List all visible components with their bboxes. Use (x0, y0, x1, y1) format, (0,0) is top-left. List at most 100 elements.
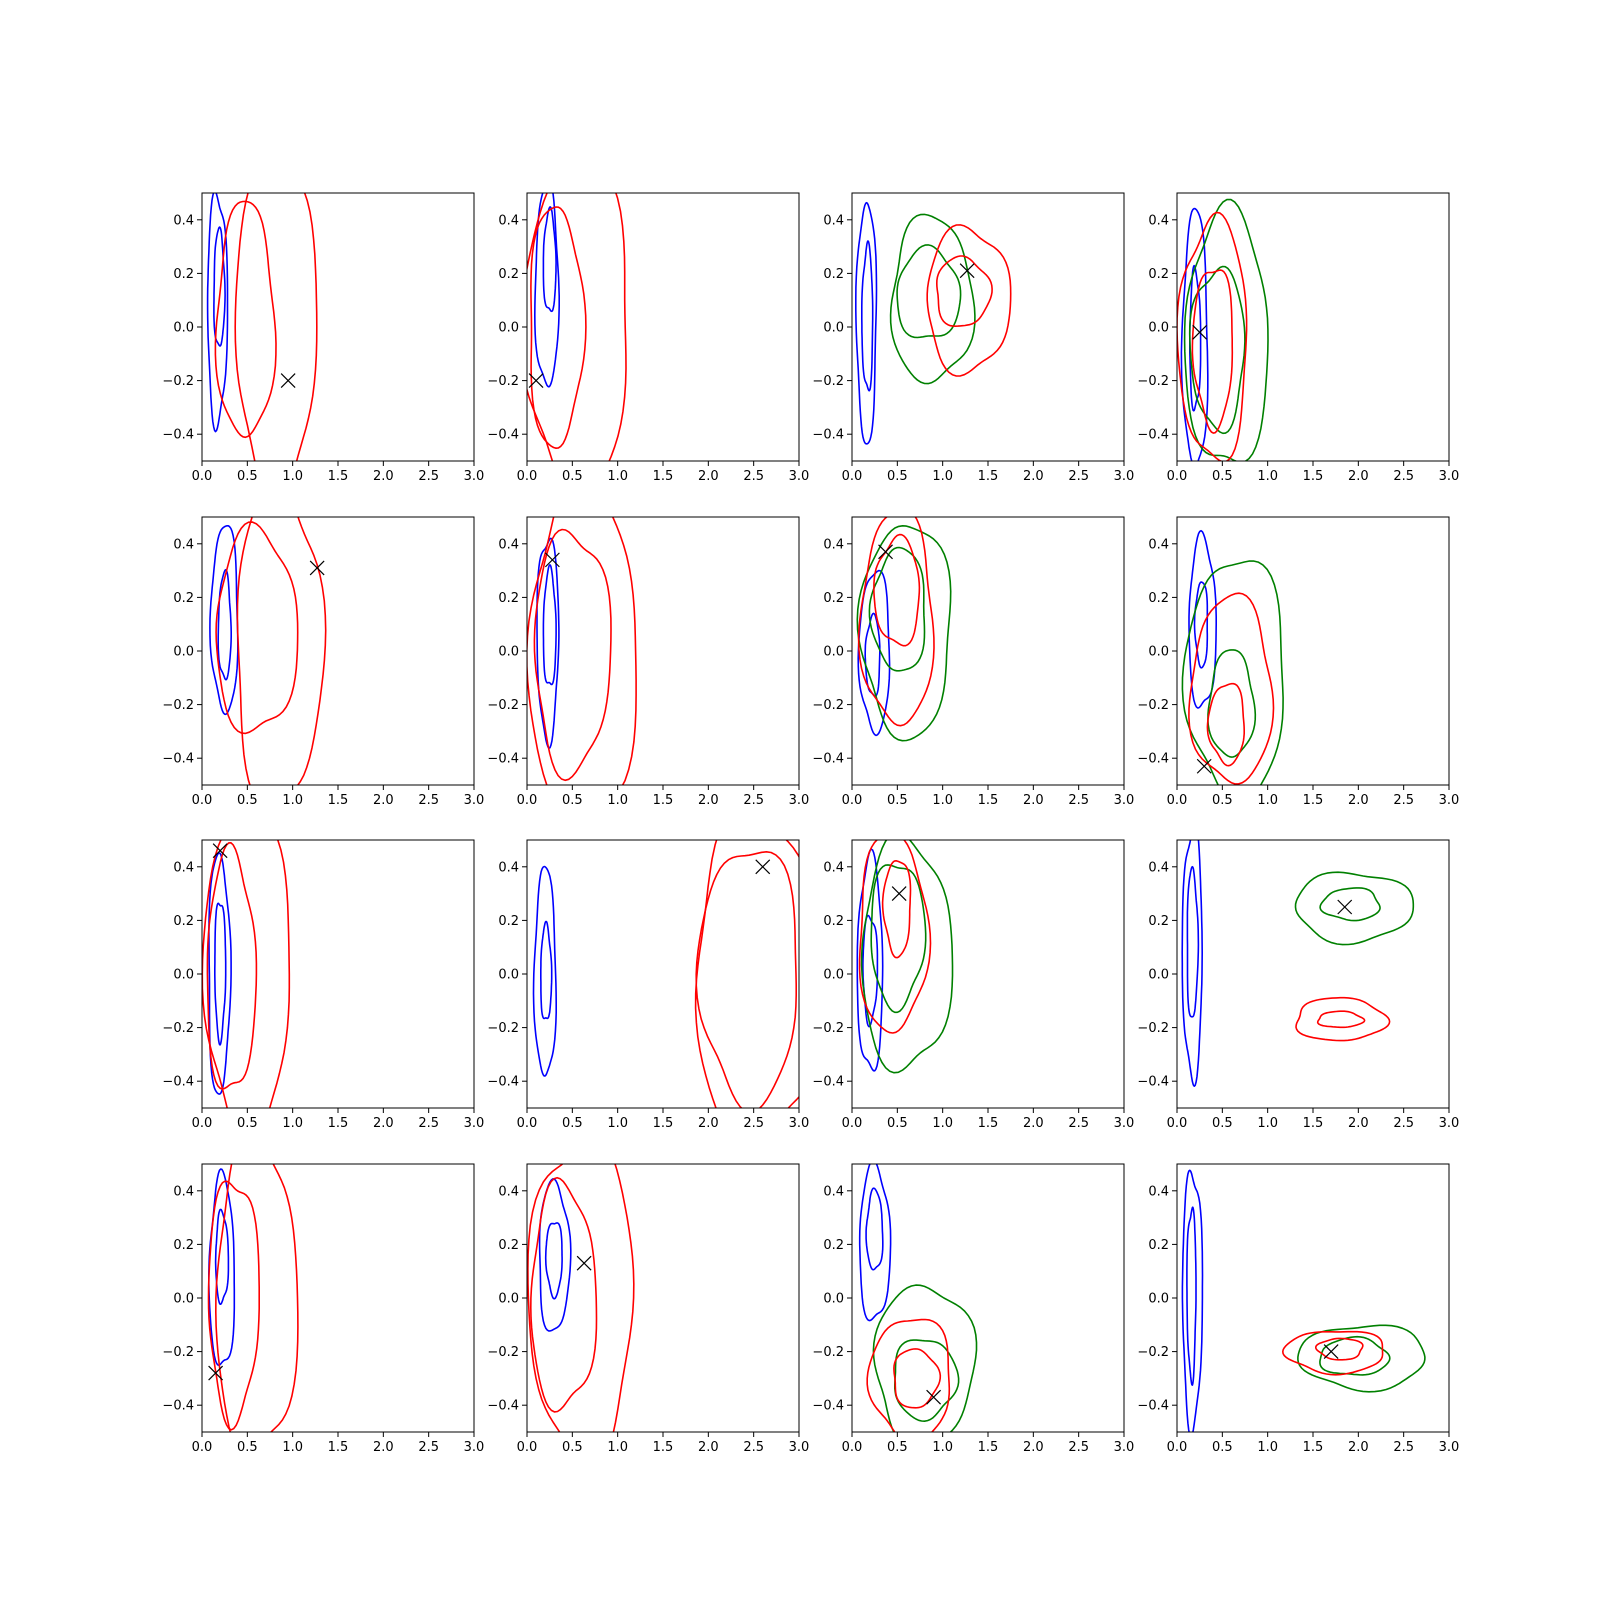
y-tick-label: −0.2 (1137, 1345, 1169, 1360)
blue-contour-level-1 (538, 1178, 572, 1332)
red-contour-level-1 (857, 517, 935, 727)
x-tick-label: 2.0 (1348, 1440, 1369, 1455)
subplot-r1-c3: 0.0 0.5 1.0 1.5 2.0 2.5 3.0 −0.4 −0.2 0.0 0.2 0.4 (812, 192, 1135, 484)
green-contour-level-1 (872, 1284, 978, 1432)
subplot-r2-c1: 0.0 0.5 1.0 1.5 2.0 2.5 3.0 −0.4 −0.2 0.0 0.2 0.4 (162, 516, 484, 808)
x-tick-label: 3.0 (1114, 1116, 1135, 1131)
x-tick-label: 1.5 (328, 469, 349, 484)
subplot-r2-c2: 0.0 0.5 1.0 1.5 2.0 2.5 3.0 −0.4 −0.2 0.0 0.2 0.4 (487, 516, 809, 808)
green-contour-level-1 (1183, 198, 1269, 461)
y-tick-label: −0.2 (487, 1345, 519, 1360)
y-tick-label: 0.0 (498, 645, 519, 660)
red-contour-level-2 (1191, 269, 1234, 434)
y-tick-label: 0.2 (1148, 591, 1169, 606)
x-tick-label: 2.0 (373, 1440, 394, 1455)
blue-contour-level-1 (1181, 1169, 1204, 1432)
red-contour-level-2 (236, 517, 327, 785)
x-tick-label: 0.5 (562, 469, 583, 484)
red-contour-level-1 (858, 840, 932, 1034)
y-tick-label: −0.4 (162, 428, 194, 443)
x-tick-label: 0.0 (1167, 793, 1188, 808)
red-contour-level-1 (215, 521, 299, 735)
red-contour-level-1 (207, 1180, 260, 1431)
x-tick-label: 2.0 (1348, 469, 1369, 484)
blue-contour-level-2 (861, 240, 874, 392)
x-tick-label: 1.5 (328, 793, 349, 808)
x-tick-label: 2.5 (418, 469, 439, 484)
x-tick-label: 2.0 (698, 1440, 719, 1455)
x-tick-label: 1.0 (932, 1116, 953, 1131)
y-tick-label: 0.0 (498, 321, 519, 336)
blue-contour-level-2 (865, 1187, 884, 1271)
y-tick-label: 0.2 (498, 914, 519, 929)
x-tick-label: 1.0 (1257, 793, 1278, 808)
x-tick-label: 2.5 (743, 1440, 764, 1455)
plot-area (856, 517, 952, 742)
x-tick-label: 1.5 (653, 1116, 674, 1131)
y-tick-label: −0.4 (162, 752, 194, 767)
x-tick-label: 0.0 (842, 1116, 863, 1131)
y-tick-label: 0.4 (823, 213, 844, 228)
red-contour-level-2 (694, 840, 799, 1108)
red-contour-level-1 (926, 224, 1012, 377)
x-tick-label: 2.5 (1393, 793, 1414, 808)
plot-area (527, 1164, 635, 1432)
x-tick-label: 0.0 (192, 469, 213, 484)
x-tick-label: 2.0 (1348, 1116, 1369, 1131)
blue-contour-level-1 (208, 852, 232, 1095)
red-contour-level-2 (893, 1348, 942, 1409)
red-contour-level-1 (1295, 996, 1391, 1042)
x-tick-label: 0.0 (842, 793, 863, 808)
x-tick-label: 1.5 (978, 469, 999, 484)
red-contour-level-1 (214, 200, 277, 439)
green-contour-level-1 (1297, 1324, 1426, 1393)
x-tick-label: 3.0 (789, 469, 810, 484)
x-tick-label: 0.5 (562, 1440, 583, 1455)
x-tick-label: 0.0 (517, 1116, 538, 1131)
subplot-r3-c3: 0.0 0.5 1.0 1.5 2.0 2.5 3.0 −0.4 −0.2 0.0 0.2 0.4 (812, 839, 1135, 1131)
blue-contour-level-2 (864, 612, 881, 697)
subplot-r1-c1: 0.0 0.5 1.0 1.5 2.0 2.5 3.0 −0.4 −0.2 0.0 0.2 0.4 (162, 192, 484, 484)
x-tick-label: 1.0 (1257, 1440, 1278, 1455)
marker-x (959, 263, 975, 279)
y-tick-label: −0.4 (162, 1075, 194, 1090)
red-contour-level-1 (1188, 592, 1275, 785)
blue-contour-level-2 (542, 206, 557, 313)
y-tick-label: −0.2 (162, 698, 194, 713)
y-tick-label: −0.4 (812, 1075, 844, 1090)
x-tick-label: 1.5 (328, 1116, 349, 1131)
red-contour-level-2 (215, 1164, 299, 1432)
x-tick-label: 1.0 (932, 469, 953, 484)
y-tick-label: −0.4 (1137, 752, 1169, 767)
x-tick-label: 2.5 (418, 1116, 439, 1131)
x-tick-label: 3.0 (1114, 469, 1135, 484)
x-tick-label: 2.5 (1068, 793, 1089, 808)
plot-area (856, 840, 954, 1074)
y-tick-label: 0.2 (498, 267, 519, 282)
y-tick-label: 0.4 (1148, 537, 1169, 552)
x-tick-label: 1.0 (1257, 1116, 1278, 1131)
x-tick-label: 2.0 (698, 469, 719, 484)
green-contour-level-1 (889, 213, 976, 385)
y-tick-label: −0.4 (162, 1399, 194, 1414)
plot-area (855, 201, 1012, 445)
x-tick-label: 3.0 (1439, 1116, 1460, 1131)
y-tick-label: 0.4 (823, 537, 844, 552)
blue-contour-level-2 (862, 914, 879, 1028)
subplot-r4-c1: 0.0 0.5 1.0 1.5 2.0 2.5 3.0 −0.4 −0.2 0.0 0.2 0.4 (162, 1163, 484, 1455)
y-tick-label: 0.2 (823, 1238, 844, 1253)
y-tick-label: −0.2 (1137, 1021, 1169, 1036)
y-tick-label: 0.0 (173, 321, 194, 336)
x-tick-label: 1.5 (1303, 1440, 1324, 1455)
y-tick-label: 0.0 (823, 321, 844, 336)
marker-x (576, 1255, 592, 1271)
y-tick-label: 0.0 (173, 645, 194, 660)
x-tick-label: 1.5 (1303, 1116, 1324, 1131)
blue-contour-level-1 (1188, 529, 1217, 709)
plot-area (207, 1164, 299, 1432)
x-tick-label: 3.0 (1114, 793, 1135, 808)
x-tick-label: 2.5 (1393, 1440, 1414, 1455)
y-tick-label: −0.4 (487, 1399, 519, 1414)
x-tick-label: 2.5 (1393, 1116, 1414, 1131)
